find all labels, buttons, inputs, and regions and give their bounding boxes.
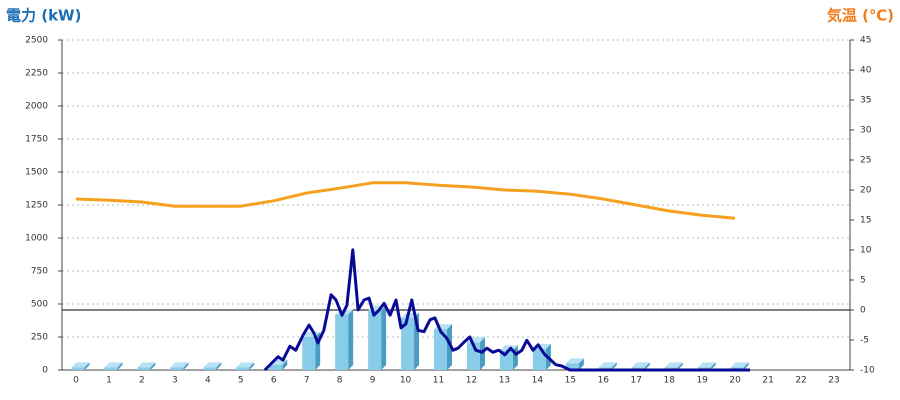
bar <box>137 367 151 370</box>
x-tick-label: 1 <box>106 376 112 386</box>
bar-side <box>282 359 288 370</box>
bar-side <box>479 337 485 370</box>
bar-top <box>730 362 749 368</box>
bar <box>269 364 283 370</box>
y2-tick-label: 5 <box>860 276 866 286</box>
x-tick-label: 16 <box>598 376 610 386</box>
bar-side <box>216 362 222 370</box>
bar-top <box>499 345 518 351</box>
bar <box>302 337 316 370</box>
bar <box>368 310 382 370</box>
x-tick-label: 14 <box>532 376 544 386</box>
bar-top <box>236 362 255 368</box>
bar-top <box>598 362 617 368</box>
bar <box>203 367 217 370</box>
bar-side <box>578 358 584 370</box>
bar-side <box>84 362 90 370</box>
x-tick-label: 23 <box>828 376 839 386</box>
y2-tick-label: 10 <box>860 246 872 256</box>
bar-side <box>611 362 617 370</box>
bar <box>401 317 415 370</box>
bar <box>71 367 85 370</box>
y2-tick-label: 35 <box>860 96 871 106</box>
x-tick-label: 12 <box>466 376 477 386</box>
bar-top <box>631 362 650 368</box>
bar-top <box>71 362 90 368</box>
y2-tick-label: 30 <box>860 126 872 136</box>
y2-tick-label: 25 <box>860 156 871 166</box>
bar-side <box>743 362 749 370</box>
y2-tick-label: 20 <box>860 186 872 196</box>
y2-tick-label: -10 <box>860 366 875 376</box>
x-tick-label: 7 <box>304 376 310 386</box>
y-tick-label: 250 <box>31 333 48 343</box>
x-tick-label: 21 <box>762 376 773 386</box>
bar-top <box>664 362 683 368</box>
x-tick-label: 10 <box>400 376 412 386</box>
x-tick-label: 20 <box>729 376 741 386</box>
y-tick-label: 2000 <box>25 102 48 112</box>
x-tick-label: 2 <box>139 376 145 386</box>
x-tick-label: 22 <box>795 376 806 386</box>
x-tick-label: 0 <box>73 376 79 386</box>
bar <box>170 367 184 370</box>
y2-tick-label: 0 <box>860 306 866 316</box>
x-tick-label: 6 <box>271 376 277 386</box>
y2-tick-label: 15 <box>860 216 871 226</box>
x-tick-label: 4 <box>205 376 211 386</box>
x-tick-label: 13 <box>499 376 510 386</box>
bar-side <box>677 362 683 370</box>
x-tick-label: 15 <box>565 376 576 386</box>
y-tick-label: 0 <box>42 366 48 376</box>
line <box>75 181 736 220</box>
bar <box>565 363 579 370</box>
bar-side <box>381 305 387 370</box>
bar-side <box>447 324 453 370</box>
y2-axis-title: 気温 (℃) <box>827 7 894 25</box>
y-tick-label: 1250 <box>25 201 48 211</box>
x-tick-label: 11 <box>433 376 444 386</box>
bar <box>104 367 118 370</box>
bar <box>335 314 349 370</box>
bar-top <box>697 362 716 368</box>
x-tick-label: 8 <box>337 376 343 386</box>
x-tick-label: 18 <box>663 376 675 386</box>
bar-side <box>249 362 255 370</box>
y-tick-label: 750 <box>31 267 48 277</box>
bar-side <box>348 309 354 370</box>
y-tick-label: 1000 <box>25 234 48 244</box>
y2-tick-label: 40 <box>860 66 872 76</box>
bar <box>434 329 448 370</box>
bar-top <box>170 362 189 368</box>
bar-side <box>183 362 189 370</box>
bar-top <box>203 362 222 368</box>
bar <box>236 367 250 370</box>
line <box>263 248 750 372</box>
y-tick-label: 1500 <box>25 168 48 178</box>
y-axis-title: 電力 (kW) <box>6 7 81 25</box>
y2-tick-label: 45 <box>860 36 871 46</box>
x-tick-label: 5 <box>238 376 244 386</box>
y-tick-label: 1750 <box>25 135 48 145</box>
x-tick-label: 19 <box>696 376 708 386</box>
bar <box>532 348 546 370</box>
y-tick-label: 2250 <box>25 69 48 79</box>
y-tick-label: 500 <box>31 300 48 310</box>
bar-side <box>117 362 123 370</box>
bar-side <box>710 362 716 370</box>
bar-top <box>104 362 123 368</box>
x-tick-label: 9 <box>370 376 376 386</box>
y2-tick-label: -5 <box>860 336 869 346</box>
x-tick-label: 3 <box>172 376 178 386</box>
y-tick-label: 2500 <box>25 36 48 46</box>
bar-top <box>565 358 584 364</box>
x-tick-label: 17 <box>631 376 642 386</box>
bar-side <box>150 362 156 370</box>
bar-side <box>644 362 650 370</box>
bar-top <box>137 362 156 368</box>
